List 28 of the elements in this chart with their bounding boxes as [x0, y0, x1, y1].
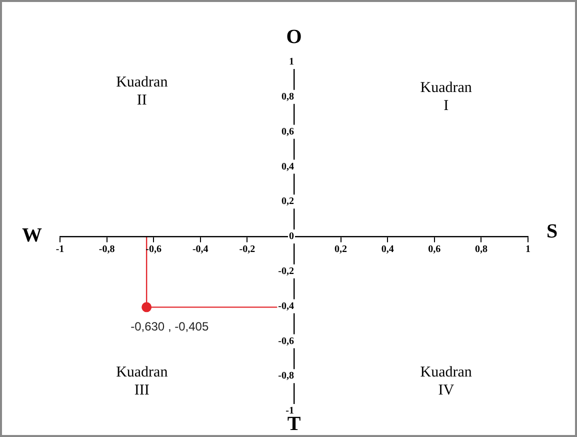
- y-tick-label: -0,4: [278, 300, 294, 312]
- text: S: [546, 220, 558, 243]
- x-tick-label: -1: [56, 244, 64, 256]
- y-tick-label: 0,8: [282, 91, 294, 102]
- x-tick-label: 0,8: [474, 244, 488, 256]
- y-tick-label: 0: [289, 231, 294, 242]
- x-tick-label: 0,6: [428, 244, 441, 256]
- annotation: Kuadran IV: [420, 364, 472, 398]
- x-tick-label: -0,4: [192, 244, 208, 256]
- x-tick-label: 1: [526, 244, 530, 256]
- y-tick-label: -1: [286, 406, 294, 417]
- y-tick-label: 0,2: [282, 196, 294, 208]
- text: W: [22, 224, 42, 247]
- annotation: Kuadran II: [116, 74, 168, 109]
- x-tick-label: -0,8: [98, 244, 115, 256]
- y-tick-label: 0,6: [282, 126, 294, 138]
- y-tick-label: 0,4: [282, 161, 294, 172]
- annotation: Kuadran III: [116, 364, 168, 398]
- data-label: -0,630 , -0,405: [130, 319, 209, 334]
- y-tick-label: -0,6: [278, 336, 294, 347]
- x-tick-label: 0,4: [381, 244, 394, 256]
- x-tick-label: 0,2: [334, 244, 348, 256]
- y-tick-label: -0,8: [278, 370, 294, 382]
- annotation: Kuadran I: [420, 80, 472, 114]
- text: O: [286, 26, 302, 48]
- y-tick-label: -0,2: [278, 266, 294, 277]
- x-tick-label: -0,2: [239, 244, 256, 256]
- y-tick-label: 1: [289, 56, 294, 68]
